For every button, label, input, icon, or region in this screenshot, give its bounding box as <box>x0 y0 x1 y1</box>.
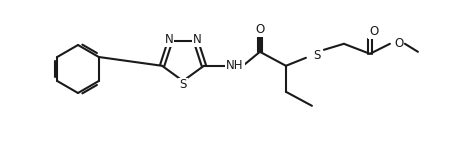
Text: N: N <box>165 33 174 46</box>
Text: O: O <box>395 37 403 50</box>
Text: O: O <box>369 25 379 38</box>
Text: NH: NH <box>226 59 244 72</box>
Text: N: N <box>192 33 201 46</box>
Text: S: S <box>313 49 321 62</box>
Text: S: S <box>179 79 187 92</box>
Text: O: O <box>256 23 264 36</box>
